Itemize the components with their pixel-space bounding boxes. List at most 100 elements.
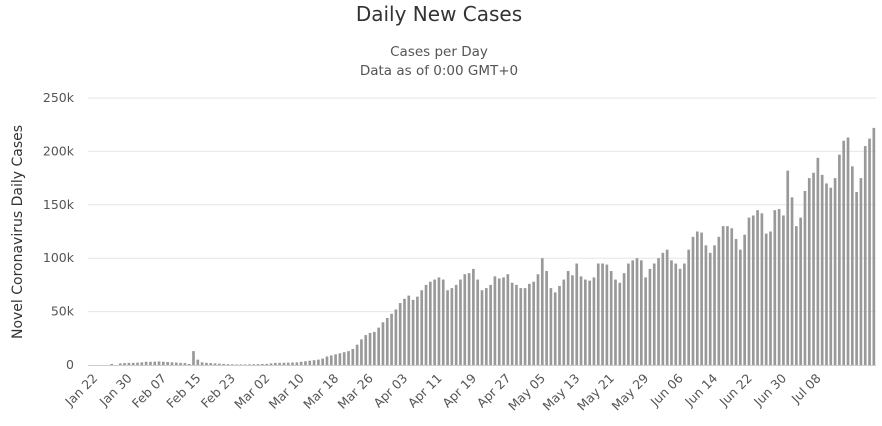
bar[interactable]: [795, 226, 798, 365]
bar[interactable]: [674, 263, 678, 365]
bar[interactable]: [381, 322, 385, 365]
bar[interactable]: [459, 279, 462, 365]
bar[interactable]: [562, 279, 566, 365]
bar[interactable]: [476, 279, 480, 365]
bar[interactable]: [398, 303, 402, 365]
bar[interactable]: [295, 362, 299, 365]
bar[interactable]: [820, 174, 824, 365]
bar[interactable]: [575, 263, 579, 365]
bar[interactable]: [368, 332, 372, 365]
bar[interactable]: [596, 263, 600, 365]
bar[interactable]: [463, 274, 467, 365]
bar[interactable]: [592, 277, 596, 365]
bar[interactable]: [730, 228, 734, 365]
bar[interactable]: [317, 359, 320, 365]
bar[interactable]: [700, 232, 703, 365]
bar[interactable]: [553, 292, 557, 365]
bar[interactable]: [760, 213, 764, 365]
bar[interactable]: [243, 364, 247, 365]
bar[interactable]: [325, 356, 329, 365]
bar[interactable]: [510, 282, 514, 365]
bar[interactable]: [170, 362, 174, 365]
bar[interactable]: [342, 352, 346, 365]
bar[interactable]: [708, 252, 712, 365]
bar[interactable]: [618, 282, 622, 365]
bar[interactable]: [786, 170, 790, 365]
bar[interactable]: [695, 231, 699, 366]
bar[interactable]: [605, 264, 609, 365]
bar[interactable]: [523, 288, 527, 365]
bar[interactable]: [273, 362, 277, 365]
bar[interactable]: [157, 361, 161, 365]
bar[interactable]: [734, 238, 738, 365]
bar[interactable]: [140, 362, 144, 365]
bar[interactable]: [631, 260, 635, 365]
bar[interactable]: [312, 360, 316, 365]
bar[interactable]: [850, 166, 854, 365]
bar[interactable]: [441, 279, 445, 365]
bar[interactable]: [347, 351, 350, 365]
bar[interactable]: [747, 217, 751, 365]
bar[interactable]: [329, 355, 333, 365]
bar[interactable]: [118, 363, 122, 365]
bar[interactable]: [829, 187, 833, 365]
bar[interactable]: [622, 273, 626, 365]
bar[interactable]: [803, 190, 807, 365]
bar[interactable]: [842, 140, 846, 365]
bar[interactable]: [403, 298, 406, 365]
bar[interactable]: [192, 351, 195, 365]
bar[interactable]: [571, 275, 574, 365]
bar[interactable]: [777, 209, 781, 365]
bar[interactable]: [497, 278, 501, 365]
bar[interactable]: [670, 260, 673, 365]
bar[interactable]: [153, 361, 157, 365]
bar[interactable]: [428, 281, 432, 365]
bar[interactable]: [528, 283, 531, 365]
bar[interactable]: [717, 236, 721, 365]
bar[interactable]: [373, 331, 376, 365]
bar[interactable]: [480, 290, 484, 365]
bar[interactable]: [588, 280, 591, 365]
bar[interactable]: [248, 364, 251, 365]
bar[interactable]: [472, 268, 475, 365]
bar[interactable]: [627, 263, 630, 365]
bar[interactable]: [751, 215, 755, 365]
bar[interactable]: [764, 233, 768, 365]
bar[interactable]: [502, 277, 505, 365]
bar[interactable]: [394, 309, 398, 365]
bar[interactable]: [863, 146, 867, 365]
bar[interactable]: [816, 157, 820, 365]
bar[interactable]: [144, 361, 148, 365]
bar[interactable]: [743, 234, 746, 365]
bar[interactable]: [868, 138, 871, 365]
bar[interactable]: [239, 364, 243, 365]
bar[interactable]: [558, 285, 561, 365]
bar[interactable]: [609, 271, 613, 365]
bar[interactable]: [545, 271, 548, 365]
bar[interactable]: [665, 249, 669, 365]
bar[interactable]: [360, 339, 363, 365]
bar[interactable]: [385, 318, 389, 365]
bar[interactable]: [704, 245, 708, 365]
bar[interactable]: [437, 277, 441, 365]
bar[interactable]: [136, 362, 139, 365]
bar[interactable]: [648, 268, 652, 365]
bar[interactable]: [174, 362, 178, 365]
bar[interactable]: [351, 348, 355, 365]
bar[interactable]: [721, 226, 725, 365]
bar[interactable]: [226, 364, 230, 365]
bar[interactable]: [390, 313, 393, 365]
bar[interactable]: [209, 363, 213, 365]
bar[interactable]: [424, 284, 428, 365]
bar[interactable]: [235, 364, 238, 365]
bar[interactable]: [855, 191, 858, 365]
bar[interactable]: [286, 362, 290, 365]
bar[interactable]: [515, 284, 518, 365]
bar[interactable]: [179, 362, 182, 365]
bar[interactable]: [205, 362, 208, 365]
bar[interactable]: [411, 299, 415, 365]
bar[interactable]: [282, 362, 286, 365]
bar[interactable]: [218, 363, 221, 365]
bar[interactable]: [661, 252, 665, 365]
bar[interactable]: [484, 288, 488, 365]
